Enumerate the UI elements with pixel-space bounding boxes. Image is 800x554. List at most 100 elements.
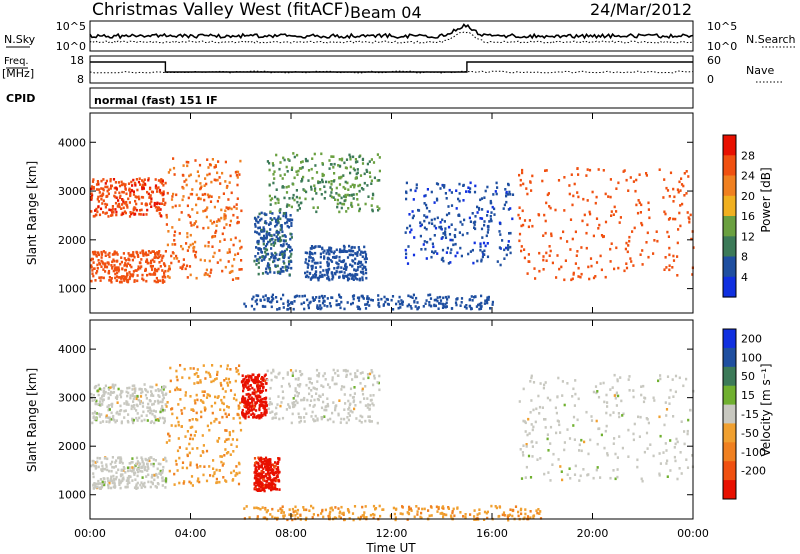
echo-cell xyxy=(138,177,141,180)
echo-cell xyxy=(105,414,108,417)
echo-cell xyxy=(493,213,496,216)
echo-cell xyxy=(140,202,143,205)
echo-cell xyxy=(349,409,352,413)
echo-cell xyxy=(206,424,209,428)
echo-cell xyxy=(225,377,228,380)
echo-cell xyxy=(369,513,372,517)
echo-cell xyxy=(487,298,490,301)
echo-cell xyxy=(545,259,548,262)
echo-cell xyxy=(363,265,366,269)
echo-cell xyxy=(652,454,655,458)
echo-cell xyxy=(115,196,118,200)
echo-cell xyxy=(208,172,211,176)
echo-cell xyxy=(218,421,221,424)
echo-cell xyxy=(602,235,605,238)
echo-cell xyxy=(288,508,291,511)
echo-cell xyxy=(116,259,119,263)
noise-right-top-tick: 10^5 xyxy=(707,20,737,33)
echo-cell xyxy=(507,208,510,211)
echo-cell xyxy=(93,484,97,487)
echo-cell xyxy=(529,411,532,414)
echo-cell xyxy=(270,469,273,473)
echo-cell xyxy=(304,258,308,261)
echo-cell xyxy=(122,477,125,481)
echo-cell xyxy=(112,387,115,390)
echo-cell xyxy=(97,259,100,262)
echo-cell xyxy=(569,248,572,251)
echo-cell xyxy=(530,399,533,402)
echo-cell xyxy=(447,507,450,510)
echo-cell xyxy=(413,515,416,519)
echo-cell xyxy=(219,455,222,458)
echo-cell xyxy=(623,269,626,273)
echo-cell xyxy=(311,252,314,256)
echo-cell xyxy=(214,401,217,405)
echo-cell xyxy=(175,369,178,373)
echo-cell xyxy=(604,220,608,224)
echo-cell xyxy=(227,260,230,263)
echo-cell xyxy=(295,294,298,298)
echo-cell xyxy=(522,419,525,423)
echo-cell xyxy=(347,412,350,415)
echo-cell xyxy=(317,374,320,378)
echo-cell xyxy=(481,208,484,211)
echo-cell xyxy=(392,308,395,311)
echo-cell xyxy=(429,505,433,508)
echo-cell xyxy=(264,456,268,460)
echo-cell xyxy=(142,187,145,190)
echo-cell xyxy=(327,404,330,408)
echo-cell xyxy=(270,488,273,492)
echo-cell xyxy=(108,255,111,259)
echo-cell xyxy=(522,387,525,391)
echo-cell xyxy=(131,460,134,464)
echo-cell xyxy=(641,249,644,252)
echo-cell xyxy=(292,397,295,400)
echo-cell xyxy=(347,418,350,422)
colorbar-segment xyxy=(723,195,736,217)
echo-cell xyxy=(262,406,265,409)
echo-cell xyxy=(373,176,376,180)
echo-cell xyxy=(647,208,650,211)
echo-cell xyxy=(636,465,639,469)
echo-cell xyxy=(332,401,335,404)
echo-cell xyxy=(164,250,167,253)
echo-cell xyxy=(269,386,272,390)
echo-cell xyxy=(575,254,578,257)
echo-cell xyxy=(368,304,371,307)
echo-cell xyxy=(348,406,351,409)
echo-cell xyxy=(262,478,265,481)
echo-cell xyxy=(563,403,566,407)
echo-cell xyxy=(114,201,118,205)
colorbar-tick-label: 12 xyxy=(741,230,755,243)
echo-cell xyxy=(228,181,231,184)
echo-cell xyxy=(227,377,230,381)
echo-cell xyxy=(550,232,553,236)
echo-cell xyxy=(274,255,277,258)
echo-cell xyxy=(260,400,263,403)
echo-cell xyxy=(486,296,489,299)
echo-cell xyxy=(134,195,137,198)
echo-cell xyxy=(447,262,450,265)
echo-cell xyxy=(365,168,368,172)
echo-cell xyxy=(201,193,204,196)
echo-cell xyxy=(274,464,277,468)
echo-cell xyxy=(676,274,679,277)
echo-cell xyxy=(215,229,218,233)
echo-cell xyxy=(265,234,268,238)
echo-cell xyxy=(231,278,235,281)
frequency-panel: Freq. [MHz] 18 8 60 0 Nave xyxy=(2,54,782,86)
echo-cell xyxy=(382,508,385,511)
echo-cell xyxy=(348,244,351,248)
echo-cell xyxy=(506,246,509,250)
echo-cell xyxy=(269,270,272,274)
echo-cell xyxy=(140,414,143,418)
echo-cell xyxy=(326,249,330,253)
echo-cell xyxy=(279,507,282,510)
colorbar-segment xyxy=(723,423,736,443)
echo-cell xyxy=(170,424,173,427)
echo-cell xyxy=(224,209,227,213)
echo-cell xyxy=(640,393,643,397)
echo-cell xyxy=(348,403,351,407)
echo-cell xyxy=(100,265,103,268)
